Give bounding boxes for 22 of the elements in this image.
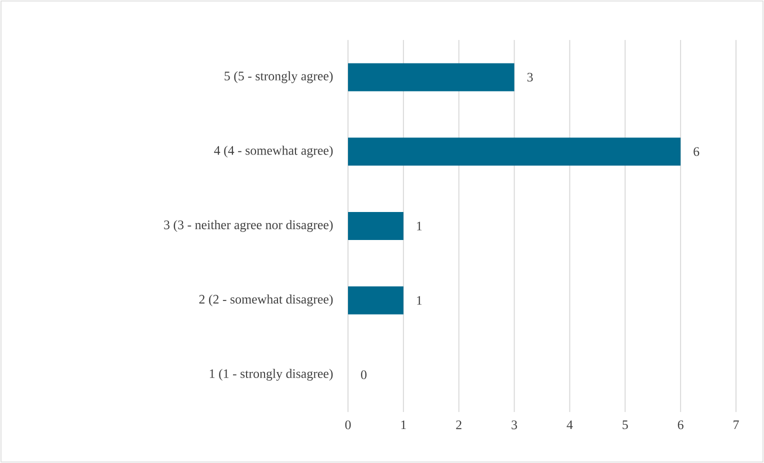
data-label: 0 [361, 370, 367, 380]
data-label: 1 [417, 296, 422, 305]
y-tick-label: 3 (3 - neither agree nor disagree) [164, 220, 333, 232]
x-tick-label: 1 [401, 420, 406, 430]
y-tick-label: 2 (2 - somewhat disagree) [199, 294, 333, 306]
x-tick-label: 3 [512, 420, 518, 430]
y-tick-label: 1 (1 - strongly disagree) [210, 368, 333, 381]
data-label: 3 [527, 72, 533, 82]
bar [348, 286, 404, 314]
bar [348, 212, 404, 240]
x-tick-label: 7 [734, 420, 739, 429]
y-tick-label: 5 (5 - strongly agree) [224, 71, 333, 84]
y-tick-label: 4 (4 - somewhat agree) [214, 146, 333, 158]
x-tick-label: 5 [622, 420, 628, 430]
x-tick-label: 0 [345, 420, 351, 430]
bar [348, 63, 514, 92]
x-tick-label: 4 [566, 420, 573, 430]
x-tick-label: 2 [456, 420, 462, 430]
bar [348, 138, 681, 166]
x-tick-label: 6 [678, 420, 684, 430]
data-label: 6 [694, 147, 700, 156]
data-label: 1 [417, 222, 422, 230]
